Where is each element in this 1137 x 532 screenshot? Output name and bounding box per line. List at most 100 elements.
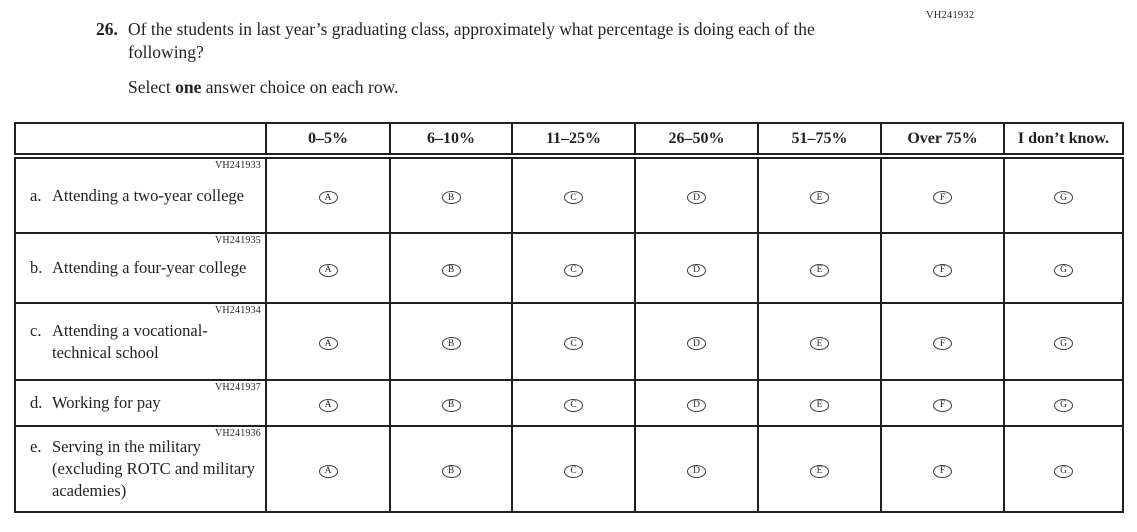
option-bubble-G[interactable]: G <box>1054 191 1073 205</box>
option-bubble-E[interactable]: E <box>810 464 829 478</box>
row-letter: c. <box>30 320 42 340</box>
option-cell: B <box>389 232 513 304</box>
select-instruction-suffix: answer choice on each row. <box>201 77 399 97</box>
option-bubble-B[interactable]: B <box>441 398 461 412</box>
row-label-text: Attending a two-year college <box>52 185 244 205</box>
row-label-text: Working for pay <box>52 393 161 412</box>
row-item-code: VH241935 <box>214 235 261 246</box>
option-bubble-F[interactable]: F <box>933 398 952 412</box>
option-cell: F <box>880 232 1005 304</box>
option-cell: F <box>880 379 1005 427</box>
answer-table: 0–5% 6–10% 11–25% 26–50% 51–75% Over 75% I don… <box>14 122 1124 513</box>
row-label-cell: VH241936 e. Serving in the military (exclu… <box>14 425 267 513</box>
row-letter: d. <box>30 393 43 412</box>
option-cell: G <box>1003 425 1124 513</box>
option-bubble-B[interactable]: B <box>441 464 461 478</box>
row-label-cell: VH241937 d. Working for pay <box>14 379 267 427</box>
row-item-code: VH241937 <box>214 382 261 393</box>
option-cell: G <box>1003 155 1124 234</box>
option-cell: B <box>389 302 513 381</box>
option-bubble-E[interactable]: E <box>810 337 829 351</box>
option-bubble-B[interactable]: B <box>441 337 461 351</box>
column-header-6: I don’t know. <box>1003 122 1124 159</box>
row-letter: b. <box>30 258 43 277</box>
option-cell: C <box>511 425 636 513</box>
option-cell: C <box>511 302 636 381</box>
select-instruction: Select one answer choice on each row. <box>128 76 886 99</box>
row-label-cell: VH241935 b. Attending a four-year college <box>14 232 267 304</box>
option-bubble-A[interactable]: A <box>318 337 338 351</box>
option-bubble-C[interactable]: C <box>564 337 583 351</box>
option-bubble-F[interactable]: F <box>933 337 952 351</box>
column-header-0: 0–5% <box>265 122 391 159</box>
option-bubble-A[interactable]: A <box>318 464 338 478</box>
option-bubble-D[interactable]: D <box>687 191 706 205</box>
option-bubble-A[interactable]: A <box>318 263 338 277</box>
option-cell: E <box>757 155 882 234</box>
option-cell: C <box>511 232 636 304</box>
option-cell: B <box>389 155 513 234</box>
option-bubble-D[interactable]: D <box>687 337 706 351</box>
option-cell: A <box>265 379 391 427</box>
option-bubble-F[interactable]: F <box>933 191 952 205</box>
column-header-2: 11–25% <box>511 122 636 159</box>
option-cell: F <box>880 425 1005 513</box>
option-bubble-A[interactable]: A <box>318 398 338 412</box>
question-text: Of the students in last year’s graduatin… <box>128 19 815 62</box>
row-item-code: VH241936 <box>214 428 261 439</box>
option-cell: A <box>265 302 391 381</box>
option-cell: C <box>511 379 636 427</box>
option-bubble-E[interactable]: E <box>810 191 829 205</box>
option-cell: A <box>265 155 391 234</box>
option-cell: E <box>757 379 882 427</box>
page-accession-code: VH241932 <box>926 10 975 21</box>
option-bubble-G[interactable]: G <box>1054 263 1073 277</box>
option-cell: D <box>634 155 759 234</box>
row-label-text: Serving in the military (excluding ROTC … <box>52 437 256 500</box>
option-cell: E <box>757 232 882 304</box>
option-bubble-F[interactable]: F <box>933 464 952 478</box>
row-label: d. Working for pay <box>16 392 265 414</box>
table-row: VH241936 e. Serving in the military (exclu… <box>14 425 1124 513</box>
select-instruction-prefix: Select <box>128 77 176 97</box>
row-label: b. Attending a four-year college <box>16 257 265 279</box>
option-bubble-C[interactable]: C <box>564 464 583 478</box>
option-bubble-C[interactable]: C <box>564 263 583 277</box>
option-bubble-F[interactable]: F <box>933 263 952 277</box>
question-block: 26. Of the students in last year’s gradu… <box>96 18 886 99</box>
row-letter: a. <box>30 185 42 205</box>
row-label: c. Attending a vocational-technical schoo… <box>16 320 265 364</box>
table-row: VH241934 c. Attending a vocational-technic… <box>14 302 1124 381</box>
option-bubble-G[interactable]: G <box>1054 337 1073 351</box>
option-cell: B <box>389 425 513 513</box>
option-bubble-D[interactable]: D <box>687 263 706 277</box>
option-bubble-G[interactable]: G <box>1054 398 1073 412</box>
table-row: VH241935 b. Attending a four-year college A… <box>14 232 1124 304</box>
row-letter: e. <box>30 437 42 456</box>
option-bubble-E[interactable]: E <box>810 398 829 412</box>
option-cell: C <box>511 155 636 234</box>
option-bubble-C[interactable]: C <box>564 398 583 412</box>
option-bubble-G[interactable]: G <box>1054 464 1073 478</box>
option-cell: A <box>265 425 391 513</box>
row-label-cell: VH241933 a. Attending a two-year college <box>14 155 267 234</box>
option-cell: D <box>634 232 759 304</box>
option-cell: B <box>389 379 513 427</box>
option-bubble-E[interactable]: E <box>810 263 829 277</box>
option-bubble-A[interactable]: A <box>318 191 338 205</box>
row-label-text: Attending a four-year college <box>52 258 247 277</box>
header-row: 0–5% 6–10% 11–25% 26–50% 51–75% Over 75% I don… <box>14 122 1124 159</box>
option-bubble-D[interactable]: D <box>687 398 706 412</box>
row-label-cell: VH241934 c. Attending a vocational-technic… <box>14 302 267 381</box>
question-number: 26. <box>96 19 118 39</box>
option-cell: G <box>1003 232 1124 304</box>
option-bubble-D[interactable]: D <box>687 464 706 478</box>
option-cell: F <box>880 302 1005 381</box>
row-label: a. Attending a two-year college <box>16 185 265 207</box>
option-bubble-C[interactable]: C <box>564 191 583 205</box>
option-bubble-B[interactable]: B <box>441 263 461 277</box>
option-bubble-B[interactable]: B <box>441 191 461 205</box>
table-row: VH241937 d. Working for pay A B C D E F G <box>14 379 1124 427</box>
table-row: VH241933 a. Attending a two-year college A B… <box>14 155 1124 234</box>
